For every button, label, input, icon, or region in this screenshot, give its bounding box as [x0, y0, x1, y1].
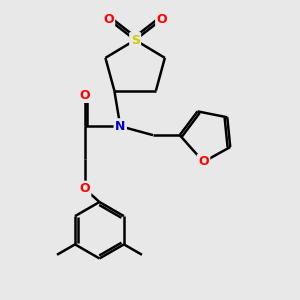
Text: S: S	[130, 34, 140, 46]
Text: N: N	[115, 120, 125, 133]
Text: O: O	[103, 13, 114, 26]
Text: O: O	[198, 155, 209, 168]
Text: O: O	[79, 88, 90, 101]
Text: O: O	[79, 182, 90, 195]
Text: O: O	[157, 13, 167, 26]
